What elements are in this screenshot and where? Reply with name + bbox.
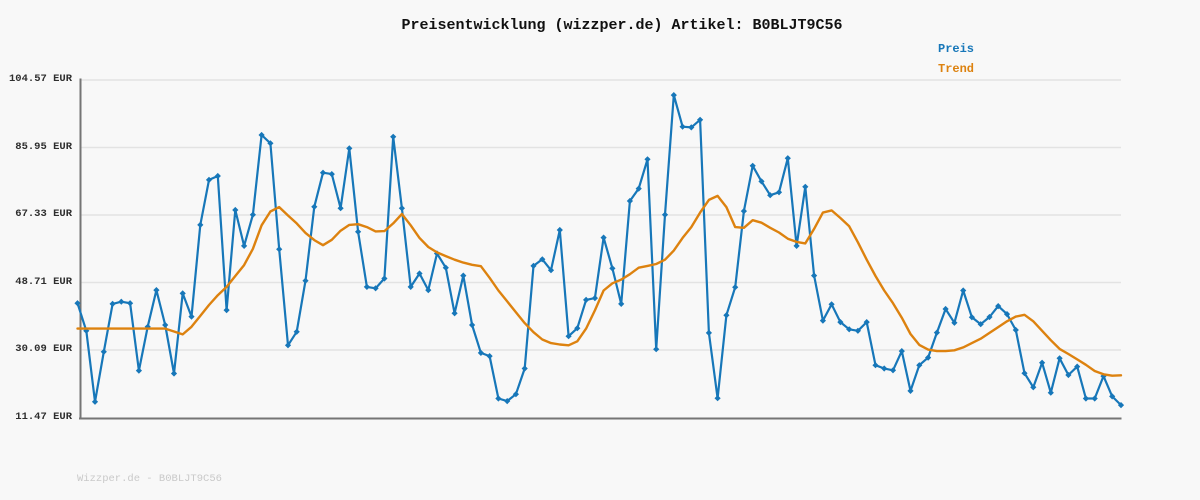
chart-title: Preisentwicklung (wizzper.de) Artikel: B… xyxy=(401,17,843,34)
legend: Preis Trend xyxy=(938,39,974,79)
y-axis-tick-label: 30.09 EUR xyxy=(15,343,72,355)
y-axis-tick-label: 67.33 EUR xyxy=(15,208,72,220)
y-axis-tick-label: 48.71 EUR xyxy=(15,276,72,288)
y-axis-tick-label: 11.47 EUR xyxy=(15,411,72,423)
preis-line xyxy=(76,94,1123,407)
y-axis-tick-label: 104.57 EUR xyxy=(8,73,72,85)
legend-preis-label: Preis xyxy=(938,42,975,56)
legend-trend-label: Trend xyxy=(938,62,975,76)
watermark-text: Wizzper.de - B0BLJT9C56 xyxy=(77,473,222,485)
trend-line xyxy=(76,194,1123,377)
y-axis-tick-label: 85.95 EUR xyxy=(15,141,72,153)
